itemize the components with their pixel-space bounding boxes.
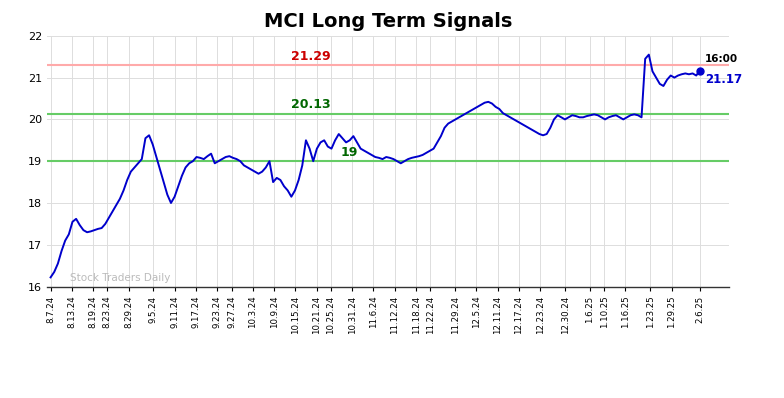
- Text: 21.29: 21.29: [291, 50, 330, 63]
- Title: MCI Long Term Signals: MCI Long Term Signals: [264, 12, 512, 31]
- Text: 21.17: 21.17: [705, 72, 742, 86]
- Text: 19: 19: [340, 146, 358, 159]
- Text: 16:00: 16:00: [705, 54, 739, 64]
- Text: Stock Traders Daily: Stock Traders Daily: [70, 273, 170, 283]
- Text: 20.13: 20.13: [291, 98, 330, 111]
